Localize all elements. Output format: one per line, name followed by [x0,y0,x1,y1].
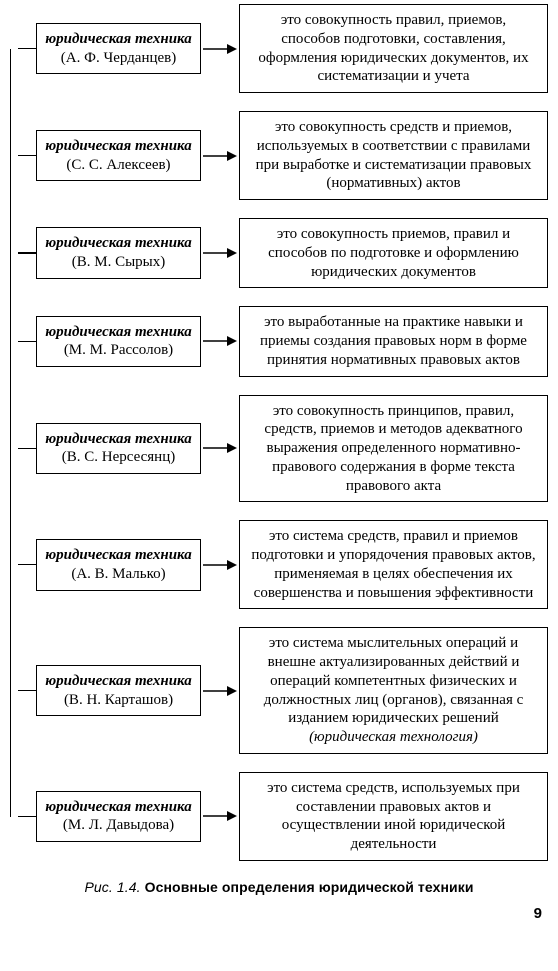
definition-text: это система средств, используемых при со… [267,780,520,852]
arrow-right-icon [201,809,239,823]
definition-box: это система мыслительных операций и внеш… [239,627,548,754]
definition-tail: (юридическая технология) [309,729,478,745]
author-label: (А. Ф. Черданцев) [41,49,196,68]
term-box: юридическая техника(М. Л. Давыдова) [36,791,201,843]
tree-branch [18,341,36,342]
tree-branch [18,816,36,817]
term-box: юридическая техника(В. М. Сырых) [36,227,201,279]
tree-branch [18,690,36,691]
definition-box: это система средств, используемых при со… [239,772,548,861]
term-label: юридическая техника [41,546,196,565]
term-box: юридическая техника(С. С. Алексеев) [36,130,201,182]
arrow-right-icon [201,42,239,56]
tree-branch [18,155,36,156]
figure-title: Основные определения юридической техники [145,879,474,895]
definition-row: юридическая техника(М. М. Рассолов) это … [10,306,548,376]
figure-number: Рис. 1.4. [84,879,140,895]
definition-row: юридическая техника(В. Н. Карташов) это … [10,627,548,754]
term-box: юридическая техника(А. В. Малько) [36,539,201,591]
term-label: юридическая техника [41,30,196,49]
definition-box: это система средств, правил и приемов по… [239,520,548,609]
term-label: юридическая техника [41,672,196,691]
definition-box: это совокупность приемов, правил и спосо… [239,218,548,288]
arrow-right-icon [201,684,239,698]
term-label: юридическая техника [41,137,196,156]
tree-branch [18,48,36,49]
arrow-right-icon [201,558,239,572]
arrow-right-icon [201,149,239,163]
term-label: юридическая техника [41,430,196,449]
author-label: (В. Н. Карташов) [41,691,196,710]
definition-row: юридическая техника(М. Л. Давыдова) это … [10,772,548,861]
definition-text: это совокупность правил, приемов, способ… [258,12,528,84]
term-box: юридическая техника(М. М. Рассолов) [36,316,201,368]
definition-text: это система средств, правил и приемов по… [251,528,535,600]
author-label: (А. В. Малько) [41,565,196,584]
definition-box: это выработанные на практике навыки и пр… [239,306,548,376]
tree-branch [18,252,36,253]
definition-row: юридическая техника(В. М. Сырых) это сов… [10,218,548,288]
definition-row: юридическая техника(В. С. Нерсесянц) это… [10,395,548,503]
definition-box: это совокупность принципов, правил, сред… [239,395,548,503]
definition-text: это совокупность приемов, правил и спосо… [268,226,519,280]
term-box: юридическая техника(В. Н. Карташов) [36,665,201,717]
definition-row: юридическая техника(С. С. Алексеев) это … [10,111,548,200]
tree-branch [18,564,36,565]
definition-row: юридическая техника(А. Ф. Черданцев) это… [10,4,548,93]
author-label: (С. С. Алексеев) [41,156,196,175]
definition-box: это совокупность средств и приемов, испо… [239,111,548,200]
figure-caption: Рис. 1.4. Основные определения юридическ… [10,879,548,895]
term-label: юридическая техника [41,798,196,817]
arrow-right-icon [201,246,239,260]
definition-box: это совокупность правил, приемов, способ… [239,4,548,93]
author-label: (В. С. Нерсесянц) [41,448,196,467]
definition-text: это система мыслительных операций и внеш… [264,635,524,726]
definition-text: это совокупность принципов, правил, сред… [264,403,522,494]
author-label: (М. Л. Давыдова) [41,816,196,835]
term-box: юридическая техника(В. С. Нерсесянц) [36,423,201,475]
definitions-tree: юридическая техника(А. Ф. Черданцев) это… [10,4,548,861]
arrow-right-icon [201,334,239,348]
author-label: (В. М. Сырых) [41,253,196,272]
definition-text: это совокупность средств и приемов, испо… [256,119,532,191]
author-label: (М. М. Рассолов) [41,341,196,360]
term-box: юридическая техника(А. Ф. Черданцев) [36,23,201,75]
definition-row: юридическая техника(А. В. Малько) это си… [10,520,548,609]
term-label: юридическая техника [41,234,196,253]
definition-text: это выработанные на практике навыки и пр… [260,314,527,368]
arrow-right-icon [201,441,239,455]
page-number: 9 [10,905,548,922]
term-label: юридическая техника [41,323,196,342]
tree-branch [18,448,36,449]
